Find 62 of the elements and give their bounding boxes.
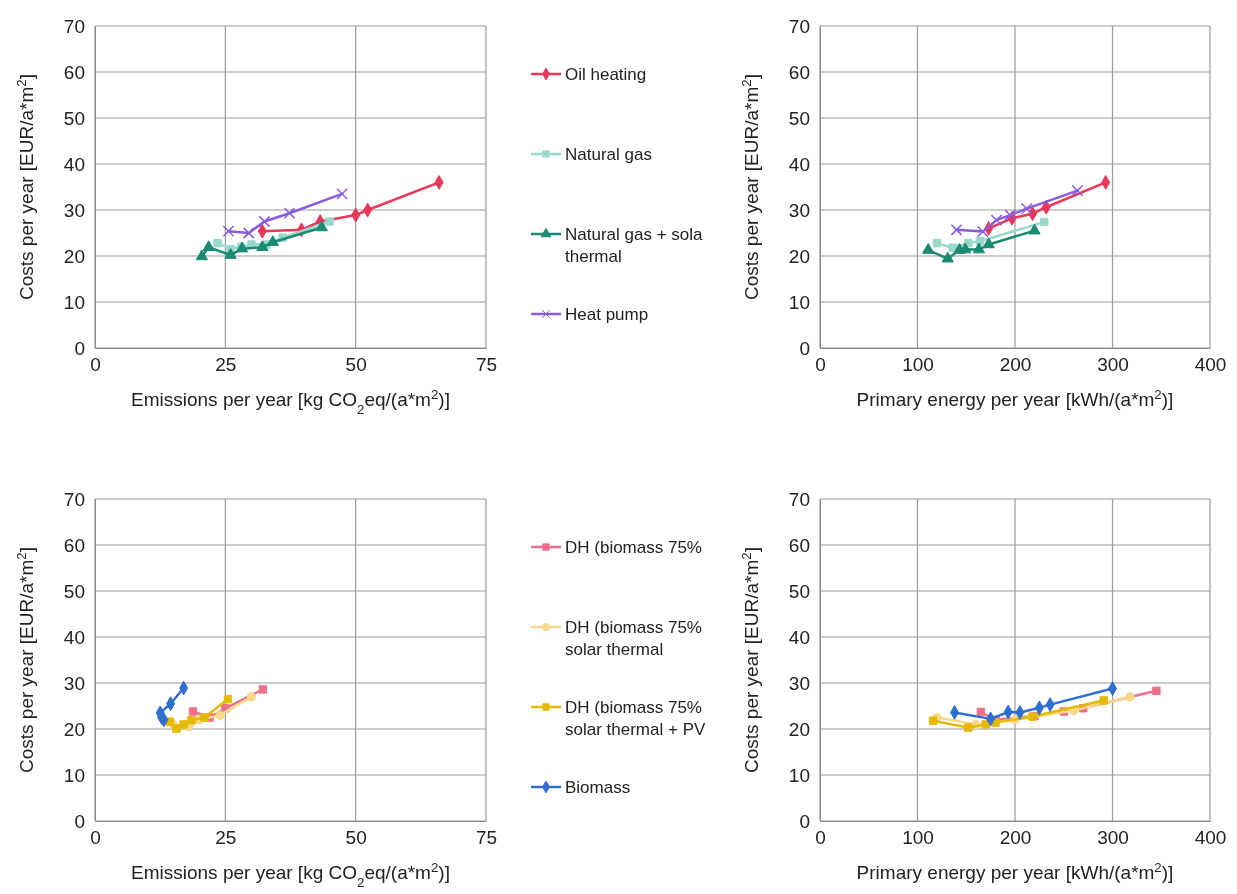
y-tick-label: 60 <box>63 534 85 556</box>
legend-label: Heat pump <box>565 305 649 324</box>
y-tick-label: 0 <box>74 337 85 359</box>
y-tick-label: 30 <box>788 199 810 221</box>
y-tick-label: 0 <box>799 810 810 832</box>
y-tick-label: 50 <box>788 580 810 602</box>
y-tick-label: 10 <box>63 291 85 313</box>
y-tick-label: 40 <box>63 153 85 175</box>
y-tick-label: 30 <box>788 672 810 694</box>
x-tick-label: 25 <box>215 354 237 376</box>
y-tick-label: 50 <box>63 580 85 602</box>
y-tick-label: 60 <box>63 61 85 83</box>
x-tick-label: 0 <box>90 827 101 849</box>
y-tick-label: 20 <box>63 718 85 740</box>
x-tick-label: 50 <box>345 827 367 849</box>
x-tick-label: 0 <box>815 827 826 849</box>
y-tick-label: 0 <box>74 810 85 832</box>
y-tick-label: 30 <box>63 672 85 694</box>
x-tick-label: 400 <box>1194 354 1227 376</box>
y-tick-label: 70 <box>63 15 85 37</box>
y-tick-label: 70 <box>63 488 85 510</box>
x-tick-label: 0 <box>815 354 826 376</box>
y-tick-label: 70 <box>788 488 810 510</box>
x-tick-label: 100 <box>902 354 934 376</box>
legend-label: DH (biomass 75% <box>565 538 702 557</box>
y-tick-label: 50 <box>63 107 85 129</box>
y-tick-label: 20 <box>788 718 810 740</box>
y-tick-label: 40 <box>63 626 85 648</box>
y-tick-label: 40 <box>788 153 810 175</box>
y-tick-label: 10 <box>63 764 85 786</box>
y-tick-label: 0 <box>799 337 810 359</box>
legend-label: Oil heating <box>565 65 647 84</box>
legend-label: DH (biomass 75% solar thermal + PV <box>565 698 706 739</box>
y-tick-label: 60 <box>788 61 810 83</box>
legend-label: DH (biomass 75% solar thermal <box>565 618 702 659</box>
x-tick-label: 400 <box>1194 827 1227 849</box>
legend-label: Natural gas + sola thermal <box>565 225 704 266</box>
y-tick-label: 40 <box>788 626 810 648</box>
x-tick-label: 0 <box>90 354 101 376</box>
y-tick-label: 60 <box>788 534 810 556</box>
x-tick-label: 75 <box>475 827 498 849</box>
y-tick-label: 50 <box>788 107 810 129</box>
x-tick-label: 300 <box>1097 827 1129 849</box>
y-tick-label: 20 <box>63 245 85 267</box>
legend-label: Biomass <box>565 778 631 797</box>
x-tick-label: 200 <box>999 827 1032 849</box>
y-tick-label: 30 <box>63 199 85 221</box>
x-tick-label: 200 <box>999 354 1032 376</box>
y-tick-label: 20 <box>788 245 810 267</box>
x-axis-title: Primary energy per year [kWh/(a*m$^{2}$)] <box>856 386 1174 410</box>
x-tick-label: 25 <box>215 827 237 849</box>
x-tick-label: 75 <box>475 354 498 376</box>
x-axis-title: Primary energy per year [kWh/(a*m$^{2}$)] <box>856 859 1174 883</box>
y-tick-label: 10 <box>788 764 810 786</box>
x-axis-title: Emissions per year [kg CO$_{2}$eq/(a*m$^{2}$)] <box>131 859 450 890</box>
legend-label: Natural gas <box>565 145 652 164</box>
x-tick-label: 100 <box>902 827 934 849</box>
x-axis-title: Emissions per year [kg CO$_{2}$eq/(a*m$^{2}$)] <box>131 386 450 417</box>
x-tick-label: 50 <box>345 354 367 376</box>
y-tick-label: 10 <box>788 291 810 313</box>
x-tick-label: 300 <box>1097 354 1129 376</box>
y-tick-label: 70 <box>788 15 810 37</box>
